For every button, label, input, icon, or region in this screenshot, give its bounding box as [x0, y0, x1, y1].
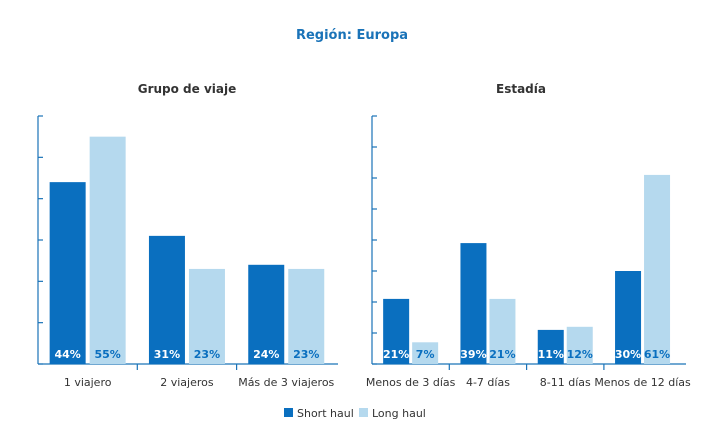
category-label: 4-7 días	[466, 376, 510, 389]
bar-long-haul	[489, 298, 516, 364]
bar-long-haul	[188, 268, 225, 364]
data-label: 12%	[567, 348, 593, 361]
legend: Short haul Long haul	[284, 407, 426, 420]
bar-short-haul	[148, 235, 185, 364]
data-label: 44%	[54, 348, 80, 361]
legend-item-long-haul: Long haul	[359, 407, 426, 420]
bar-short-haul	[615, 271, 642, 364]
category-label: 1 viajero	[64, 376, 112, 389]
data-label: 23%	[194, 348, 220, 361]
bar-short-haul	[248, 264, 285, 364]
data-label: 21%	[489, 348, 515, 361]
data-label: 30%	[615, 348, 641, 361]
data-label: 11%	[538, 348, 564, 361]
bar-short-haul	[49, 182, 86, 364]
data-label: 55%	[94, 348, 120, 361]
bar-long-haul	[89, 136, 126, 364]
bar-short-haul	[460, 243, 487, 364]
category-label: 2 viajeros	[160, 376, 214, 389]
category-label: Menos de 12 días	[594, 376, 691, 389]
panel-grupo-de-viaje: Grupo de viaje 44% 55% 1 viajero 31% 23% 2 vi…	[37, 82, 338, 389]
data-label: 31%	[154, 348, 180, 361]
data-label: 24%	[253, 348, 279, 361]
data-label: 23%	[293, 348, 319, 361]
legend-item-short-haul: Short haul	[284, 407, 354, 420]
bar-long-haul	[288, 268, 325, 364]
data-label: 21%	[383, 348, 409, 361]
category-label: Más de 3 viajeros	[238, 376, 334, 389]
data-label: 61%	[644, 348, 670, 361]
bar-long-haul	[412, 342, 439, 364]
bar-short-haul	[537, 329, 564, 364]
bar-long-haul	[644, 174, 671, 364]
region-title: Región: Europa	[296, 28, 408, 43]
category-label: 8-11 días	[540, 376, 591, 389]
category-label: Menos de 3 días	[366, 376, 456, 389]
legend-label-long-haul: Long haul	[372, 407, 426, 420]
bar-long-haul	[566, 326, 593, 364]
bar-short-haul	[383, 298, 410, 364]
legend-swatch-long-haul	[359, 408, 368, 417]
data-label: 7%	[416, 348, 435, 361]
data-label: 39%	[460, 348, 486, 361]
panel-title: Estadía	[496, 82, 546, 96]
panel-title: Grupo de viaje	[138, 82, 237, 96]
legend-swatch-short-haul	[284, 408, 293, 417]
legend-label-short-haul: Short haul	[297, 407, 354, 420]
